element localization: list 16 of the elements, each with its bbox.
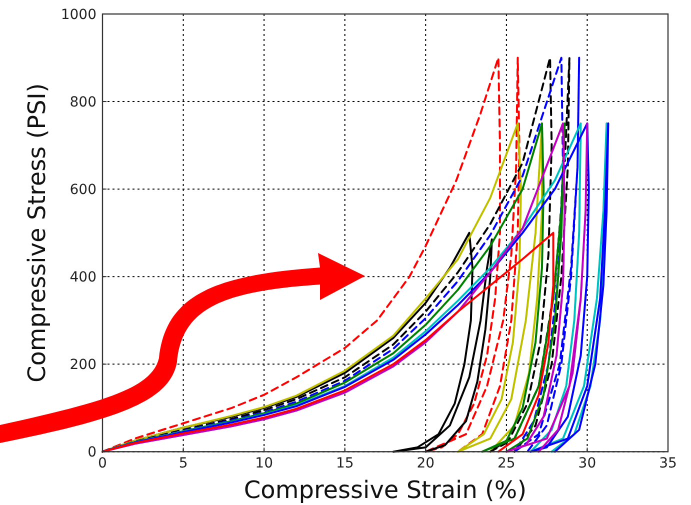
x-tick-label: 35 bbox=[659, 456, 677, 472]
x-tick-label: 30 bbox=[578, 456, 596, 472]
x-tick-label: 20 bbox=[416, 456, 435, 472]
y-tick-label: 600 bbox=[70, 182, 96, 198]
x-tick-label: 5 bbox=[178, 456, 188, 472]
x-tick-label: 25 bbox=[498, 456, 516, 472]
x-tick-label: 0 bbox=[98, 456, 107, 472]
x-axis-title: Compressive Strain (%) bbox=[244, 476, 527, 504]
y-tick-label: 400 bbox=[70, 270, 96, 286]
x-tick-label: 10 bbox=[255, 456, 273, 472]
y-axis-title: Compressive Stress (PSI) bbox=[23, 83, 51, 383]
y-tick-label: 0 bbox=[88, 444, 96, 461]
x-tick-label: 15 bbox=[336, 456, 354, 472]
y-tick-label: 200 bbox=[70, 357, 96, 374]
y-tick-label: 800 bbox=[70, 94, 96, 110]
y-tick-label: 1000 bbox=[60, 6, 96, 23]
